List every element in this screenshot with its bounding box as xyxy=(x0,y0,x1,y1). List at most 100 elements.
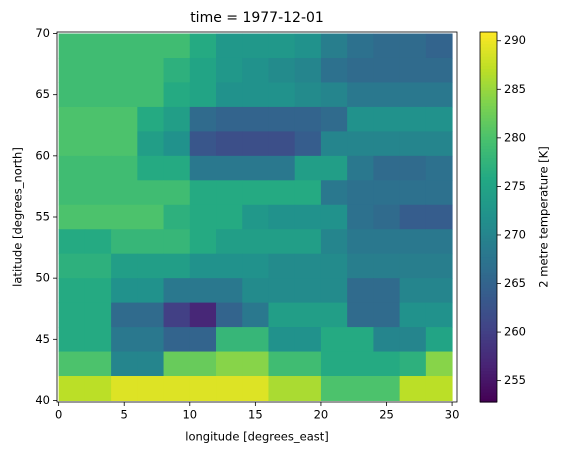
heat-cell xyxy=(320,204,348,230)
heat-cell xyxy=(399,351,427,377)
heat-cell xyxy=(84,131,112,157)
heat-cell xyxy=(137,376,165,401)
heat-cell xyxy=(399,180,427,206)
heat-cell xyxy=(163,57,191,83)
colorbar-segment xyxy=(480,102,497,107)
heat-cell xyxy=(320,351,348,377)
y-tick-label: 65 xyxy=(35,87,50,101)
colorbar-segment xyxy=(480,78,497,82)
colorbar-segment xyxy=(480,81,497,86)
heat-cell xyxy=(268,204,296,230)
heat-cell xyxy=(189,106,217,132)
colorbar-segment xyxy=(480,69,497,73)
colorbar-segment xyxy=(480,278,497,283)
heat-cell xyxy=(163,327,191,353)
heat-cell xyxy=(320,155,348,181)
heat-cell xyxy=(111,131,138,157)
heat-cell xyxy=(320,57,348,83)
heat-cell xyxy=(399,204,427,230)
heat-cell xyxy=(347,131,374,157)
y-tick-label: 60 xyxy=(35,148,50,162)
colorbar-segment xyxy=(480,41,497,45)
colorbar-segment xyxy=(480,235,497,240)
heat-cell xyxy=(294,155,322,181)
heat-cell xyxy=(137,33,165,59)
heat-cell xyxy=(399,82,427,108)
heat-cell xyxy=(373,204,401,230)
heat-cell xyxy=(347,327,374,353)
colorbar-segment xyxy=(480,272,497,277)
heat-cell xyxy=(58,106,86,132)
heat-cell xyxy=(111,278,138,304)
heat-cell xyxy=(84,82,112,108)
heat-cell xyxy=(294,57,322,83)
heat-cell xyxy=(163,155,191,181)
colorbar-tick-label: 265 xyxy=(504,276,526,290)
x-tick-label: 15 xyxy=(248,408,263,422)
heat-cell xyxy=(242,131,269,157)
colorbar-segment xyxy=(480,44,497,49)
colorbar-segment xyxy=(480,257,497,261)
colorbar-segment xyxy=(480,337,497,341)
colorbar-segment xyxy=(480,59,497,64)
heat-cell xyxy=(137,229,165,255)
colorbar-segment xyxy=(480,204,497,209)
x-tick-label: 30 xyxy=(445,408,460,422)
heat-cell xyxy=(189,204,217,230)
heat-cell xyxy=(84,327,112,353)
colorbar-segment xyxy=(480,47,497,52)
colorbar-segment xyxy=(480,56,497,61)
heat-cell xyxy=(347,229,374,255)
heat-cell xyxy=(373,327,401,353)
heat-cell xyxy=(373,106,401,132)
colorbar-segment xyxy=(480,173,497,178)
heat-cell xyxy=(163,106,191,132)
heat-cell xyxy=(425,204,453,230)
heat-cell xyxy=(111,82,138,108)
colorbar-segment xyxy=(480,127,497,132)
heat-cell xyxy=(84,302,112,328)
colorbar-segment xyxy=(480,161,497,166)
heat-cell xyxy=(373,302,401,328)
colorbar-segment xyxy=(480,167,497,172)
heat-cell xyxy=(425,82,453,108)
heat-cell xyxy=(425,57,453,83)
colorbar-segment xyxy=(480,32,497,36)
heat-cell xyxy=(189,278,217,304)
heat-cell xyxy=(137,131,165,157)
colorbar-segment xyxy=(480,207,497,212)
heat-cell xyxy=(268,253,296,279)
heat-cell xyxy=(347,57,374,83)
y-tick-label: 45 xyxy=(35,332,50,346)
heat-cell xyxy=(320,229,348,255)
x-tick-label: 5 xyxy=(121,408,128,422)
heat-cell xyxy=(347,155,374,181)
colorbar-segment xyxy=(480,300,497,304)
heat-cell xyxy=(268,351,296,377)
colorbar-segment xyxy=(480,50,497,55)
heat-cell xyxy=(84,57,112,83)
colorbar-segment xyxy=(480,343,497,348)
heat-cell xyxy=(111,33,138,59)
colorbar-segment xyxy=(480,266,497,271)
colorbar-segment xyxy=(480,143,497,147)
heat-cell xyxy=(425,131,453,157)
colorbar-segment xyxy=(480,115,497,119)
colorbar-segment xyxy=(480,90,497,95)
colorbar-segment xyxy=(480,383,497,388)
heat-cell xyxy=(373,278,401,304)
colorbar-segment xyxy=(480,250,497,255)
colorbar-segment xyxy=(480,201,497,206)
colorbar-segment xyxy=(480,260,497,264)
colorbar-segment xyxy=(480,269,497,274)
heat-cell xyxy=(58,33,86,59)
heat-cell xyxy=(425,180,453,206)
heat-cell xyxy=(294,33,322,59)
heat-cell xyxy=(294,82,322,108)
heat-cell xyxy=(425,253,453,279)
heat-cell xyxy=(268,229,296,255)
heat-cell xyxy=(84,351,112,377)
heat-cell xyxy=(320,180,348,206)
colorbar-segment xyxy=(480,355,497,360)
colorbar-segment xyxy=(480,306,497,311)
